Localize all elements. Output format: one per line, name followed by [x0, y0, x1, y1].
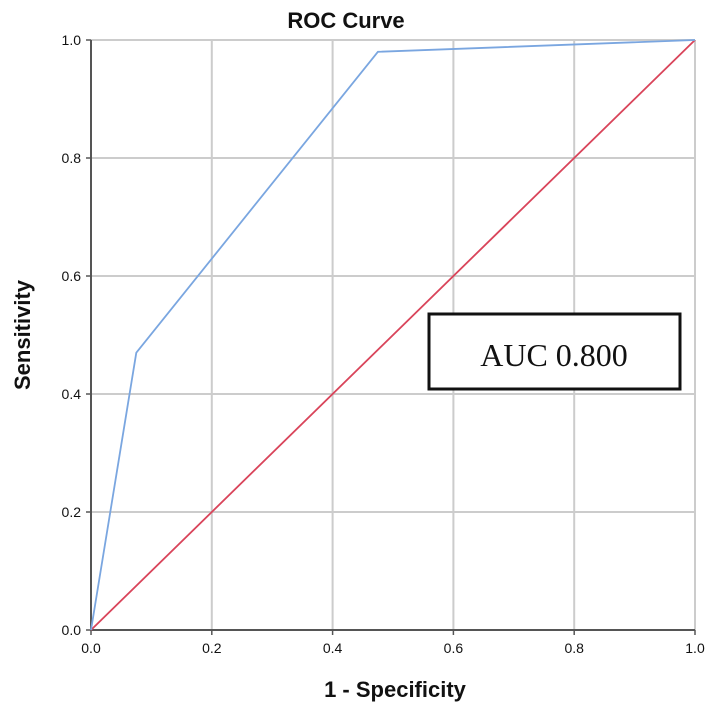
x-tick-label-2: 0.4 [323, 640, 343, 656]
y-tick-labels: 0.0 0.2 0.4 0.6 0.8 1.0 [62, 32, 91, 638]
y-tick-label-1: 0.2 [62, 504, 82, 520]
y-tick-label-5: 1.0 [62, 32, 82, 48]
y-tick-label-0: 0.0 [62, 622, 82, 638]
x-tick-label-4: 0.8 [564, 640, 584, 656]
chart-title: ROC Curve [287, 8, 404, 33]
roc-line [90, 39, 696, 631]
series-group [90, 39, 696, 631]
reference-line-line [90, 39, 696, 631]
x-axis-title: 1 - Specificity [324, 677, 467, 702]
x-tick-label-3: 0.6 [444, 640, 464, 656]
y-tick-label-3: 0.6 [62, 268, 82, 284]
x-tick-label-0: 0.0 [81, 640, 101, 656]
auc-box [427, 312, 682, 391]
x-tick-label-1: 0.2 [202, 640, 222, 656]
y-tick-label-4: 0.8 [62, 150, 82, 166]
y-tick-label-2: 0.4 [62, 386, 82, 402]
y-axis-title: Sensitivity [10, 279, 35, 390]
grid [91, 39, 696, 630]
x-tick-label-5: 1.0 [685, 640, 705, 656]
x-tick-labels: 0.0 0.2 0.4 0.6 0.8 1.0 [81, 630, 705, 656]
auc-label: AUC 0.800 [480, 337, 628, 373]
